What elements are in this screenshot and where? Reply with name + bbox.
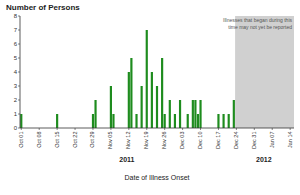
bar (56, 114, 58, 128)
y-tick-label: 4 (14, 69, 18, 75)
x-tick (200, 128, 201, 130)
bars (20, 30, 235, 128)
bar (199, 100, 201, 128)
y-tick-label: 0 (14, 125, 18, 131)
y-tick (18, 72, 20, 73)
bar (94, 100, 96, 128)
chart: 0 1 2 3 4 5 6 7 8 Oct 01 Oct 08 Oct 15 Oct 22 Oct 29 N… (0, 0, 300, 195)
x-tick (75, 128, 76, 130)
bar (192, 100, 194, 128)
x-tick-label: Oct 01 (18, 132, 24, 148)
x-tick-label: Dec 10 (197, 132, 203, 149)
bar (222, 114, 224, 128)
bar (194, 100, 196, 128)
bar (135, 114, 137, 128)
x-tick-label: Dec 24 (233, 132, 239, 149)
x-tick (146, 128, 147, 130)
bar (112, 114, 114, 128)
x-tick (182, 128, 183, 130)
x-tick (110, 128, 111, 130)
annotation: Illnesses that began during thistime may… (223, 17, 292, 30)
y-tick (18, 44, 20, 45)
bar (141, 86, 143, 128)
y-tick-label: 6 (14, 41, 18, 47)
year-label: 2012 (256, 156, 272, 163)
shaded-region (235, 16, 294, 128)
bar (179, 100, 181, 128)
bar (174, 114, 176, 128)
bar (169, 100, 171, 128)
bar (164, 114, 166, 128)
bar (110, 86, 112, 128)
y-tick-label: 1 (14, 111, 18, 117)
x-tick (272, 128, 273, 130)
bar (156, 86, 158, 128)
bar (151, 72, 153, 128)
x-tick-label: Nov 26 (161, 132, 167, 149)
y-tick (18, 58, 20, 59)
x-tick-label: Nov 19 (143, 132, 149, 149)
y-tick-label: 7 (14, 27, 18, 33)
y-tick-label: 3 (14, 83, 18, 89)
x-tick (218, 128, 219, 130)
x-tick-label: Dec 03 (179, 132, 185, 149)
x-tick (290, 128, 291, 130)
x-tick (57, 128, 58, 130)
y-tick-label: 5 (14, 55, 18, 61)
year-label: 2011 (119, 156, 134, 163)
x-tick (39, 128, 40, 130)
x-tick-label: Nov 12 (125, 132, 131, 149)
x-tick-label: Dec 17 (215, 132, 221, 149)
bar (130, 58, 132, 128)
bar (146, 30, 148, 128)
x-tick (92, 128, 93, 130)
x-tick-label: Dec 31 (251, 132, 257, 149)
bar (228, 114, 230, 128)
x-tick-label: Oct 29 (89, 132, 95, 148)
y-tick-label: 8 (14, 13, 18, 19)
x-tick-label: Oct 08 (36, 132, 42, 148)
annotation-line: Illnesses that began during this (223, 17, 292, 23)
x-axis (20, 128, 294, 129)
bar (233, 100, 235, 128)
y-tick-label: 2 (14, 97, 18, 103)
y-tick (18, 86, 20, 87)
bar (161, 58, 163, 128)
bar (187, 114, 189, 128)
x-tick-label: Jan 14 (287, 132, 293, 149)
x-tick-label: Jan 07 (269, 132, 275, 149)
bar (197, 114, 199, 128)
y-tick (18, 30, 20, 31)
annotation-line: time may not yet be reported (228, 24, 292, 30)
y-tick (18, 128, 20, 129)
x-tick (21, 128, 22, 130)
x-axis-label: Date of Illness Onset (125, 174, 190, 181)
x-tick (128, 128, 129, 130)
bar (92, 114, 94, 128)
bar (217, 114, 219, 128)
x-tick-label: Oct 15 (54, 132, 60, 148)
x-tick (236, 128, 237, 130)
y-tick (18, 114, 20, 115)
x-tick (164, 128, 165, 130)
x-tick-label: Oct 22 (72, 132, 78, 148)
bar (128, 72, 130, 128)
x-tick (254, 128, 255, 130)
bar (20, 114, 22, 128)
y-tick (18, 16, 20, 17)
x-tick-label: Nov 05 (107, 132, 113, 149)
y-tick (18, 100, 20, 101)
title: Number of Persons (6, 3, 80, 12)
